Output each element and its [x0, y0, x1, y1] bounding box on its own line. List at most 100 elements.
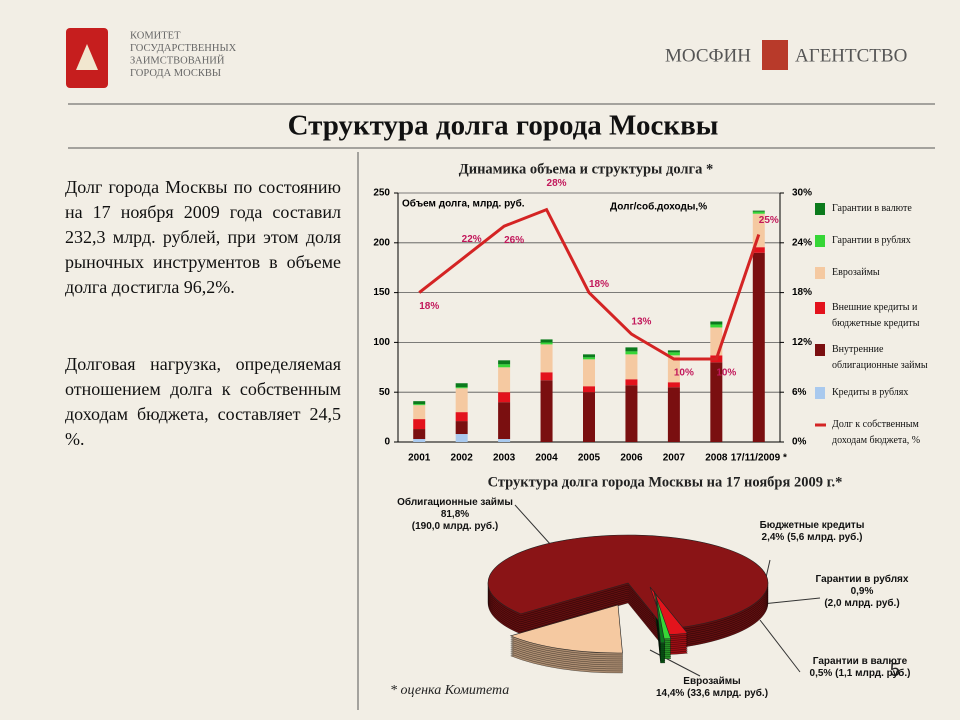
y2-tick-label: 30%	[792, 188, 812, 199]
bar-segment	[540, 380, 553, 442]
data-label: 10%	[674, 368, 694, 379]
slice-value-label: 2,4%	[761, 532, 785, 543]
y-tick-label: 200	[373, 237, 390, 248]
brand-name: МОСФИН	[665, 45, 751, 66]
paragraph: Долговая нагрузка, определяемая отношени…	[65, 354, 341, 449]
bar-segment	[625, 351, 638, 355]
y2-tick-label: 12%	[792, 337, 812, 348]
bar-segment	[667, 352, 680, 356]
data-label: 10%	[716, 368, 736, 379]
legend-swatch	[815, 235, 825, 247]
data-label: 28%	[547, 178, 567, 189]
bar-segment	[752, 252, 765, 442]
bar-segment	[752, 247, 765, 253]
bar-segment	[752, 211, 765, 214]
bar-segment	[540, 342, 553, 345]
pie-slice	[655, 594, 666, 644]
slice-value-label: 14,4%	[655, 688, 685, 699]
x-tick-label: 17/11/2009 *	[731, 453, 787, 464]
bar-segment	[498, 439, 511, 442]
legend-label: Внутренние облигационные займы	[832, 344, 928, 371]
data-label: 25%	[759, 215, 779, 226]
bar-segment	[455, 421, 468, 435]
x-tick-label: 2007	[663, 453, 686, 464]
bar-segment	[752, 210, 765, 212]
x-tick-label: 2004	[535, 453, 558, 464]
bar-segment	[710, 324, 723, 328]
bar-segment	[498, 360, 511, 365]
bar-segment	[455, 383, 468, 388]
slice-value-label: 0,5%	[809, 668, 833, 679]
slice-name: Гарантии в рублях	[815, 574, 909, 585]
x-tick-label: 2003	[493, 453, 516, 464]
slice-amount: (190,0 млрд. руб.)	[411, 521, 499, 532]
slice-values: 2,4% (5,6 млрд. руб.)	[747, 532, 877, 544]
paragraph: Долг города Москвы по состоянию на 17 но…	[65, 177, 341, 297]
data-label: 18%	[419, 301, 439, 312]
bar-segment	[413, 419, 426, 430]
x-tick-label: 2001	[408, 453, 431, 464]
bar-segment	[413, 405, 426, 420]
legend-swatch	[815, 203, 825, 215]
slice-name: Облигационные займы	[397, 497, 513, 508]
legend-label: Еврозаймы	[832, 267, 880, 278]
page-number: 5	[890, 660, 901, 680]
bar-segment	[583, 386, 595, 393]
brand-emblem	[762, 40, 788, 70]
bar-segment	[583, 359, 595, 387]
bar-segment	[667, 350, 680, 353]
y2-tick-label: 6%	[792, 387, 807, 398]
bar-segment	[455, 412, 468, 422]
slice-name: Бюджетные кредиты	[759, 520, 865, 531]
bar-segment	[498, 402, 511, 440]
slice-values: 0,9% (2,0 млрд. руб.)	[807, 586, 917, 610]
data-label: 18%	[589, 279, 609, 290]
bar-segment	[540, 344, 553, 373]
bar-segment	[413, 401, 426, 405]
slice-amount: (33,6 млрд. руб.)	[687, 688, 769, 699]
x-tick-label: 2006	[620, 453, 643, 464]
leader-line	[759, 619, 801, 673]
slice-label: Бюджетные кредиты 2,4% (5,6 млрд. руб.)	[747, 520, 877, 544]
coat-figure	[76, 44, 98, 70]
bar-segment	[413, 404, 426, 406]
bar-segment	[498, 364, 511, 368]
bar-segment	[413, 429, 426, 440]
slice-label: Облигационные займы 81,8% (190,0 млрд. руб…	[395, 497, 515, 533]
slice-value-label: 81,8%	[440, 509, 470, 520]
pie-slice	[509, 604, 623, 654]
slice-values: 14,4% (33,6 млрд. руб.)	[627, 688, 797, 700]
x-tick-label: 2002	[451, 453, 474, 464]
leader-line	[761, 597, 821, 605]
data-label: 22%	[462, 234, 482, 245]
bar-segment	[498, 367, 511, 393]
y-tick-label: 150	[373, 287, 390, 298]
bar-segment	[455, 387, 468, 389]
y2-tick-label: 0%	[792, 437, 807, 448]
bar-segment	[455, 388, 468, 413]
slice-label: Гарантии в рублях 0,9% (2,0 млрд. руб.)	[807, 574, 917, 610]
y-tick-label: 100	[373, 337, 390, 348]
y-tick-label: 0	[384, 437, 390, 448]
annotation: Объем долга, млрд. руб.	[402, 198, 525, 210]
brand-name: АГЕНТСТВО	[795, 45, 907, 66]
footnote: * оценка Комитета	[390, 683, 510, 698]
slice-name: Еврозаймы	[683, 676, 741, 687]
y2-tick-label: 18%	[792, 287, 812, 298]
legend-swatch	[815, 344, 825, 356]
annotation: Долг/соб.доходы,%	[610, 201, 707, 213]
y-tick-label: 50	[379, 387, 391, 398]
committee-name: ГОСУДАРСТВЕННЫХ	[130, 43, 237, 54]
slice-label: Гарантии в валюте 0,5% (1,1 млрд. руб.)	[800, 656, 920, 680]
slice-value-label: 0,9%	[850, 586, 874, 597]
legend-label: Гарантии в валюте	[832, 203, 912, 214]
y2-tick-label: 24%	[792, 237, 812, 248]
bar-segment	[625, 354, 638, 380]
bar-segment	[625, 379, 638, 386]
bar-segment	[455, 434, 468, 442]
y-tick-label: 250	[373, 188, 390, 199]
chart-title: Структура долга города Москвы на 17 нояб…	[488, 474, 843, 490]
bar-segment	[413, 439, 426, 442]
